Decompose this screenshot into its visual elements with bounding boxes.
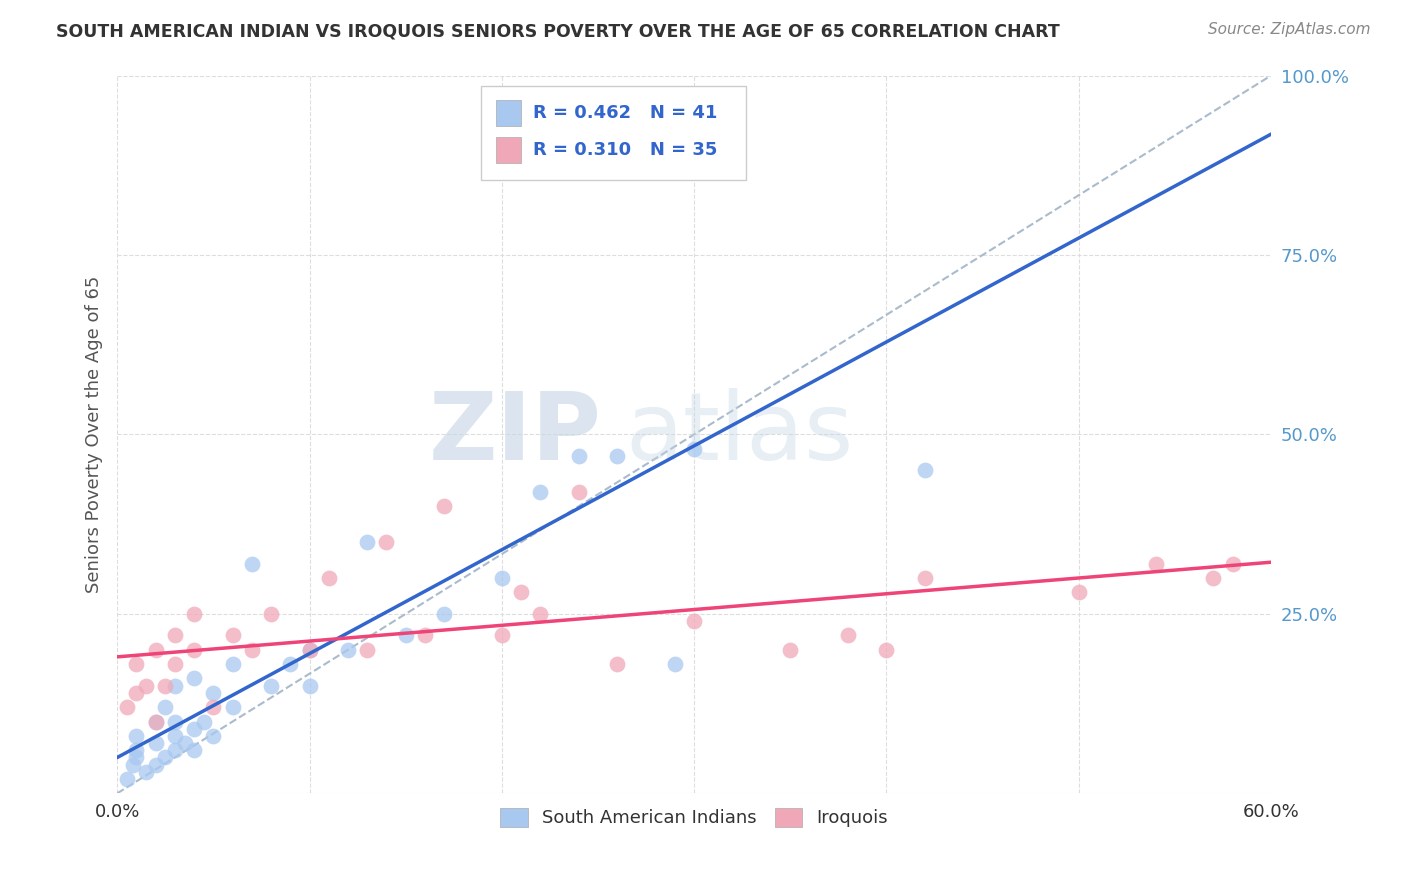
Point [260,679,283,693]
Point [606,449,628,463]
Point [914,571,936,585]
Text: R = 0.462   N = 41: R = 0.462 N = 41 [533,104,717,122]
Point [1222,557,1244,571]
Text: R = 0.310   N = 35: R = 0.310 N = 35 [533,141,717,159]
Point [837,628,859,642]
Point [163,729,186,743]
Point [221,700,243,714]
Point [183,607,205,621]
Point [145,736,167,750]
Point [202,686,225,700]
Point [173,736,195,750]
Point [193,714,215,729]
Point [914,463,936,477]
Point [115,700,138,714]
Point [202,729,225,743]
Point [145,642,167,657]
Text: SOUTH AMERICAN INDIAN VS IROQUOIS SENIORS POVERTY OVER THE AGE OF 65 CORRELATION: SOUTH AMERICAN INDIAN VS IROQUOIS SENIOR… [56,22,1060,40]
Point [606,657,628,672]
Point [1067,585,1090,599]
Point [298,642,321,657]
Y-axis label: Seniors Poverty Over the Age of 65: Seniors Poverty Over the Age of 65 [86,276,103,593]
Point [155,679,177,693]
Point [510,585,533,599]
Point [568,449,591,463]
Point [240,557,263,571]
Point [125,750,148,764]
Point [336,642,359,657]
Text: atlas: atlas [624,388,853,481]
Point [125,743,148,757]
Point [278,657,301,672]
Point [163,679,186,693]
Point [683,614,706,628]
Point [145,757,167,772]
Point [183,642,205,657]
Point [163,657,186,672]
Point [491,628,513,642]
Point [413,628,436,642]
Point [1144,557,1167,571]
Point [183,743,205,757]
Point [240,642,263,657]
Point [375,535,398,549]
Point [155,750,177,764]
FancyBboxPatch shape [496,100,522,126]
FancyBboxPatch shape [496,137,522,163]
Point [125,657,148,672]
Point [125,686,148,700]
Point [202,700,225,714]
Point [183,672,205,686]
Point [298,642,321,657]
Point [163,628,186,642]
Point [529,607,551,621]
Point [163,743,186,757]
Point [135,764,157,779]
Point [683,442,706,456]
Point [356,535,378,549]
Point [721,104,744,119]
Point [221,628,243,642]
Point [395,628,418,642]
Point [664,657,686,672]
Point [433,500,456,514]
Point [318,571,340,585]
Point [260,607,283,621]
Point [155,700,177,714]
Point [121,757,143,772]
Point [568,484,591,499]
Point [125,729,148,743]
Point [875,642,897,657]
Point [491,571,513,585]
Text: Source: ZipAtlas.com: Source: ZipAtlas.com [1208,22,1371,37]
Point [298,679,321,693]
Point [183,722,205,736]
Point [356,642,378,657]
Point [221,657,243,672]
Point [529,484,551,499]
Point [115,772,138,786]
Point [145,714,167,729]
Point [135,679,157,693]
Legend: South American Indians, Iroquois: South American Indians, Iroquois [494,801,896,835]
Point [433,607,456,621]
Point [1202,571,1225,585]
Point [163,714,186,729]
Point [145,714,167,729]
FancyBboxPatch shape [481,87,747,179]
Point [779,642,801,657]
Text: ZIP: ZIP [429,388,602,481]
